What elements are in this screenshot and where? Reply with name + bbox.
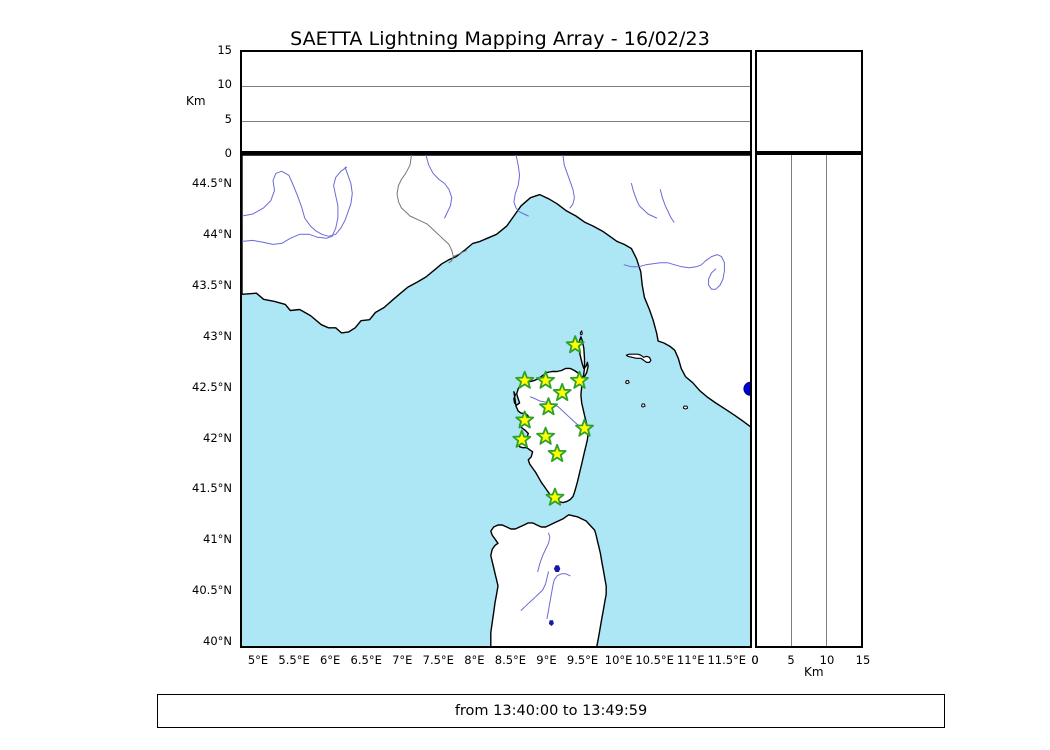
map-longitude-tick: 5°E [247,653,269,667]
right-panel-x-axis-label: Km [804,665,824,679]
corner-panel [755,50,863,153]
map-latitude-tick: 41°N [203,532,232,547]
lma-station-marker[interactable] [552,382,572,402]
lma-station-marker[interactable] [539,397,558,416]
top-panel-gridline [242,86,750,88]
river [331,166,348,237]
time-range-status-bar: from 13:40:00 to 13:49:59 [157,694,945,728]
administrative-border [452,250,467,258]
map-latitude-tick: 42.5°N [192,379,232,394]
river [562,155,575,209]
river [513,155,529,217]
map-longitude-tick: 5.5°E [278,653,310,667]
map-panel[interactable] [240,153,752,648]
lake [553,565,561,573]
right-panel-gridline [791,155,793,646]
map-longitude-tick: 9°E [536,653,557,667]
top-panel-y-axis-label: Km [186,94,206,108]
altitude-vs-latitude-panel[interactable] [755,153,863,648]
river [659,189,675,223]
administrative-border [396,155,454,264]
lma-station-marker[interactable] [575,418,594,437]
altitude-vs-longitude-panel[interactable] [240,50,752,153]
river [425,155,453,219]
right-panel-x-tick: 5 [787,653,795,667]
right-panel-gridline [825,155,827,646]
lma-station-marker[interactable] [536,426,556,445]
river [546,573,571,619]
right-panel-x-tick: 15 [855,653,871,667]
top-panel-y-tick: 5 [224,111,232,126]
map-geography [242,155,750,646]
blue-dot-marker[interactable] [743,381,750,396]
map-latitude-tick: 42°N [203,430,232,445]
lma-station-marker[interactable] [545,487,565,506]
mainland-europe-landmass [242,155,750,428]
top-panel-y-tick: 15 [217,43,232,57]
map-viewport [242,155,750,646]
islet [625,380,630,385]
river [630,183,658,219]
map-latitude-tick: 44°N [203,227,232,242]
islet [641,403,646,408]
top-panel-gridline [242,120,750,122]
lma-station-marker[interactable] [536,370,556,389]
map-right-origin-tick: 0 [751,653,759,667]
map-longitude-tick: 10.5°E [635,653,674,667]
top-panel-y-tick: 0 [224,146,232,160]
time-range-text: from 13:40:00 to 13:49:59 [454,703,648,719]
map-latitude-tick: 43°N [203,328,232,343]
map-longitude-tick: 9.5°E [566,653,599,667]
right-panel-x-tick: 0 [751,653,759,667]
river [537,532,551,573]
river [292,166,353,237]
lma-station-marker[interactable] [547,443,567,463]
map-longitude-tick: 7°E [392,653,413,667]
map-latitude-tick: 40°N [203,633,232,648]
map-longitude-tick: 11.5°E [707,653,747,667]
sardinia-island [490,514,607,646]
islet [579,330,583,336]
right-panel-x-tick: 10 [819,653,835,667]
river [242,170,293,217]
map-latitude-tick: 40.5°N [192,583,232,598]
map-longitude-tick: 8.5°E [494,653,527,667]
map-latitude-tick: 44.5°N [192,176,232,191]
lma-station-marker[interactable] [570,370,589,389]
map-longitude-tick: 6°E [319,653,341,667]
page-title: SAETTA Lightning Mapping Array - 16/02/2… [290,28,710,50]
map-longitude-tick: 8°E [464,653,485,667]
islet [682,405,689,410]
map-longitude-tick: 11°E [676,653,705,667]
river [520,571,549,611]
lake [548,620,554,626]
river [623,260,707,269]
lma-station-marker[interactable] [512,429,532,448]
river [705,254,725,290]
map-longitude-tick: 6.5°E [350,653,382,667]
map-longitude-tick: 10°E [604,653,633,667]
map-longitude-tick: 7.5°E [422,653,454,667]
top-panel-y-tick: 10 [217,77,232,92]
elba-island [625,353,652,363]
lma-station-marker[interactable] [515,410,535,429]
lma-station-marker[interactable] [565,335,585,354]
lma-station-marker[interactable] [515,370,535,389]
river [530,396,585,429]
river [242,233,333,245]
map-latitude-tick: 41.5°N [192,481,232,496]
map-latitude-tick: 43.5°N [192,278,232,293]
